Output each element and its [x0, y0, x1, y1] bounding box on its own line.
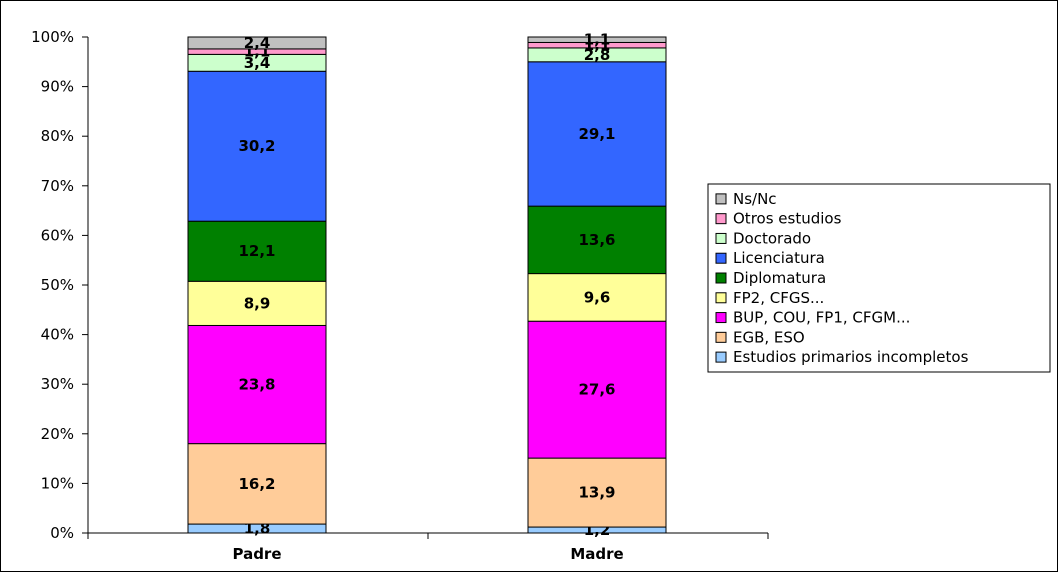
legend-label: FP2, CFGS... — [733, 289, 824, 307]
bar-segment — [527, 61, 667, 207]
data-label: 13,9 — [578, 484, 615, 502]
bar-segment — [527, 205, 667, 275]
legend-label: Licenciatura — [733, 249, 825, 267]
data-label: 29,1 — [578, 125, 615, 143]
legend-label: EGB, ESO — [733, 328, 805, 346]
legend-swatch — [715, 292, 727, 304]
legend-label: Ns/Nc — [733, 190, 777, 208]
y-tick-label: 90% — [41, 78, 74, 96]
y-axis: 0% 10% 20% 30% 40% 50% 60% 70% 80% 90% 100% — [31, 28, 89, 542]
bar-segment — [187, 280, 327, 326]
bar-segment — [187, 443, 327, 525]
y-tick-label: 0% — [50, 524, 74, 542]
y-tick-label: 40% — [41, 326, 74, 344]
data-label: 9,6 — [584, 288, 611, 306]
bar-segment — [527, 36, 667, 43]
bar-segment — [187, 70, 327, 222]
legend-label: Otros estudios — [733, 210, 842, 228]
legend-swatch — [715, 272, 727, 284]
y-tick-label: 80% — [41, 127, 74, 145]
legend-swatch — [715, 252, 727, 264]
y-tick-label: 60% — [41, 226, 74, 244]
legend-swatch — [715, 213, 727, 225]
y-tick-label: 30% — [41, 375, 74, 393]
data-label: 12,1 — [238, 242, 275, 260]
legend-label: BUP, COU, FP1, CFGM... — [733, 309, 910, 327]
bar-segment — [187, 220, 327, 282]
data-label: 16,2 — [238, 475, 275, 493]
data-label: 2,4 — [244, 34, 271, 52]
legend-swatch — [715, 351, 727, 363]
legend-swatch — [715, 232, 727, 244]
bar-segment — [527, 320, 667, 459]
category-label: Madre — [570, 545, 623, 563]
y-tick-label: 100% — [31, 28, 74, 46]
bar-segment — [187, 324, 327, 445]
legend-label: Estudios primarios incompletos — [733, 348, 969, 366]
data-label: 2,8 — [584, 46, 611, 64]
y-tick-label: 20% — [41, 425, 74, 443]
y-tick-label: 10% — [41, 474, 74, 492]
legend-swatch — [715, 193, 727, 205]
data-label: 3,4 — [244, 54, 271, 72]
bar-segment — [527, 457, 667, 528]
legend-swatch — [715, 331, 727, 343]
bar-segment — [187, 36, 327, 50]
data-label: 27,6 — [578, 381, 615, 399]
legend-label: Diplomatura — [733, 269, 826, 287]
y-tick-label: 50% — [41, 276, 74, 294]
data-label: 23,8 — [238, 376, 275, 394]
data-label: 1,1 — [584, 31, 611, 49]
category-label: Padre — [232, 545, 281, 563]
data-label: 30,2 — [238, 137, 275, 155]
legend-label: Doctorado — [733, 229, 811, 247]
legend-swatch — [715, 312, 727, 324]
bar-segment — [527, 273, 667, 322]
legend-box — [707, 183, 1051, 373]
y-tick-label: 70% — [41, 177, 74, 195]
data-label: 8,9 — [244, 294, 271, 312]
bars: 1,816,223,88,912,130,23,41,12,41,213,927… — [187, 31, 667, 539]
data-label: 13,6 — [578, 231, 615, 249]
